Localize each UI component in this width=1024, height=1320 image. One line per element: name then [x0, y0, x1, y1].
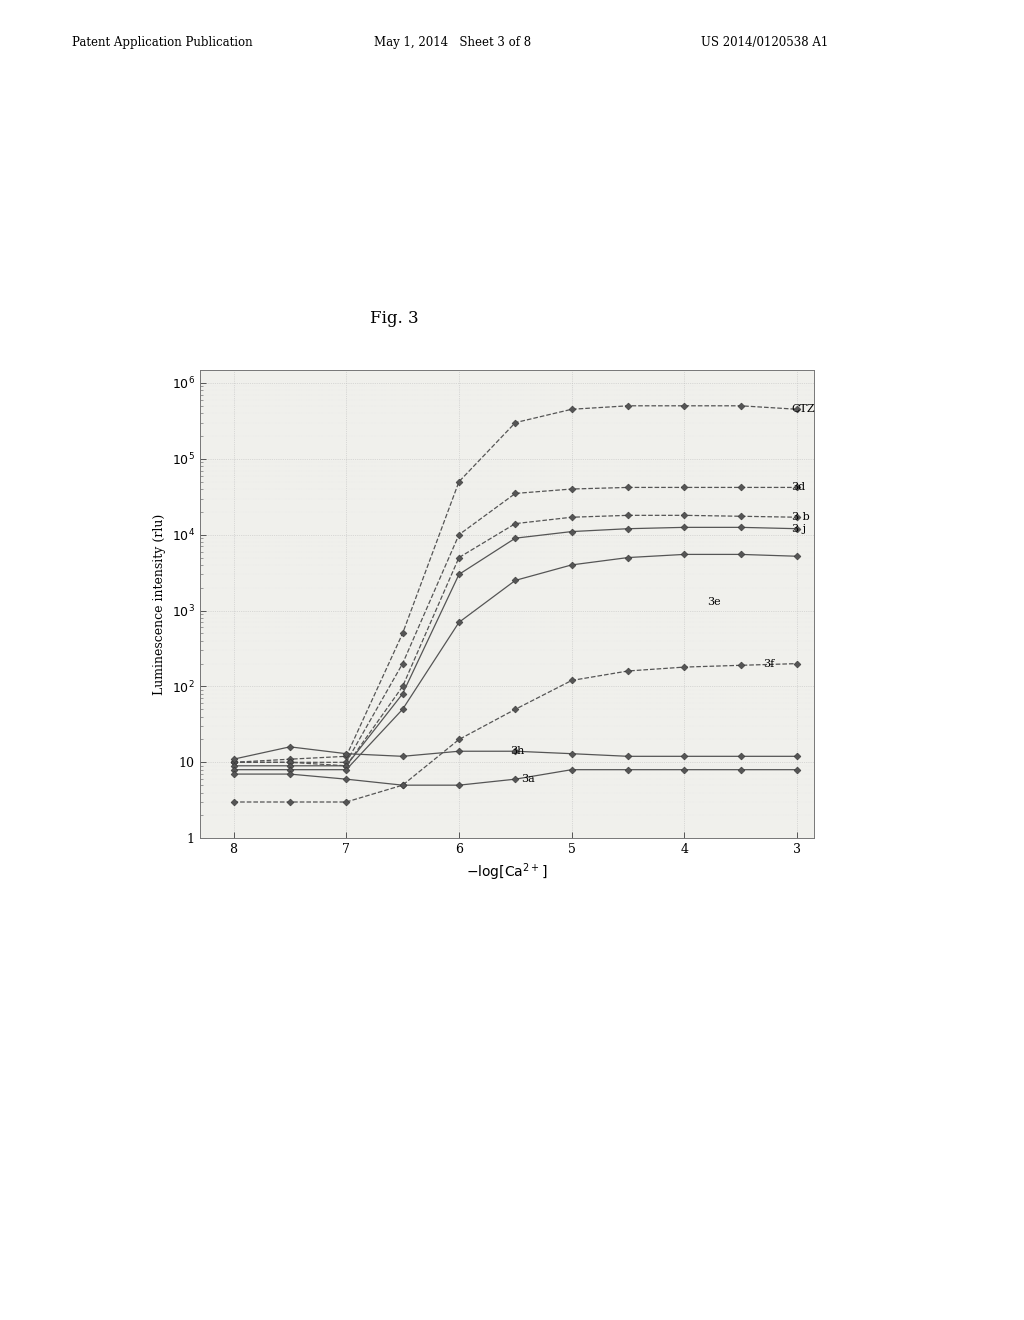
Text: US 2014/0120538 A1: US 2014/0120538 A1: [701, 36, 828, 49]
Text: CTZ: CTZ: [792, 404, 815, 414]
Text: 3 j: 3 j: [792, 524, 806, 533]
Text: Patent Application Publication: Patent Application Publication: [72, 36, 252, 49]
Text: 3f: 3f: [763, 659, 774, 669]
Text: May 1, 2014   Sheet 3 of 8: May 1, 2014 Sheet 3 of 8: [374, 36, 530, 49]
Text: 3h: 3h: [510, 746, 524, 756]
Text: 3 b: 3 b: [792, 512, 809, 523]
X-axis label: $-\log[\mathrm{Ca}^{2+}]$: $-\log[\mathrm{Ca}^{2+}]$: [466, 862, 548, 883]
Text: Fig. 3: Fig. 3: [370, 310, 419, 327]
Text: 3a: 3a: [521, 774, 535, 784]
Text: 3e: 3e: [707, 597, 721, 607]
Text: 3d: 3d: [792, 482, 806, 492]
Y-axis label: Luminescence intensity (rlu): Luminescence intensity (rlu): [154, 513, 166, 694]
